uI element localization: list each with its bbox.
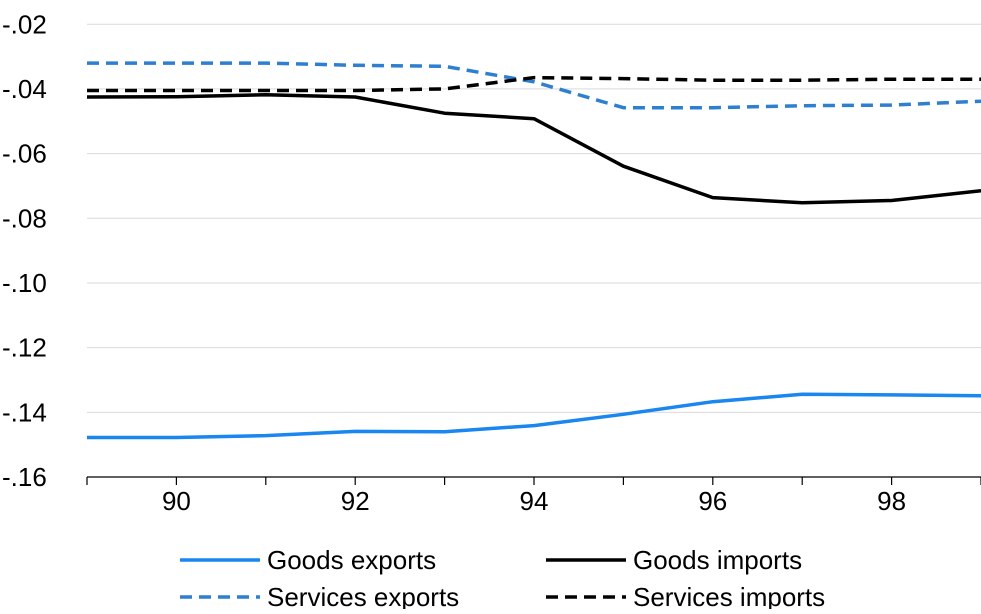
series-lines [86,61,981,440]
series-line-goods-imports [86,93,981,205]
legend-label-services-imports: Services imports [633,582,825,609]
y-tick-label: -.06 [2,139,47,169]
legend-label-goods-imports: Goods imports [633,545,802,575]
x-tick-label: 98 [877,486,906,516]
axes: -.02 -.04 -.06 -.08 -.10 -.12 -.14 -.16 90 92 94 96… [2,9,981,516]
x-tick-label: 92 [341,486,370,516]
y-tick-label: -.02 [2,9,47,39]
x-tick-label: 90 [162,486,191,516]
series-line-goods-exports [87,392,981,440]
y-tick-label: -.08 [2,203,47,233]
y-tick-label: -.04 [2,74,47,104]
legend: Goods exports Goods imports Services expor… [180,545,825,612]
y-tick-label: -.10 [2,268,47,298]
x-tick-label: 96 [698,486,727,516]
x-tick-label: 94 [520,486,549,516]
legend-label-goods-exports: Goods exports [267,545,436,575]
y-tick-label: -.16 [2,462,47,492]
series-line-services-exports [87,61,981,110]
gridlines [87,23,981,478]
y-tick-label: -.12 [2,333,47,363]
series-line-services-imports [87,75,981,93]
y-tick-label: -.14 [2,397,47,427]
legend-label-services-exports: Services exports [267,582,459,609]
